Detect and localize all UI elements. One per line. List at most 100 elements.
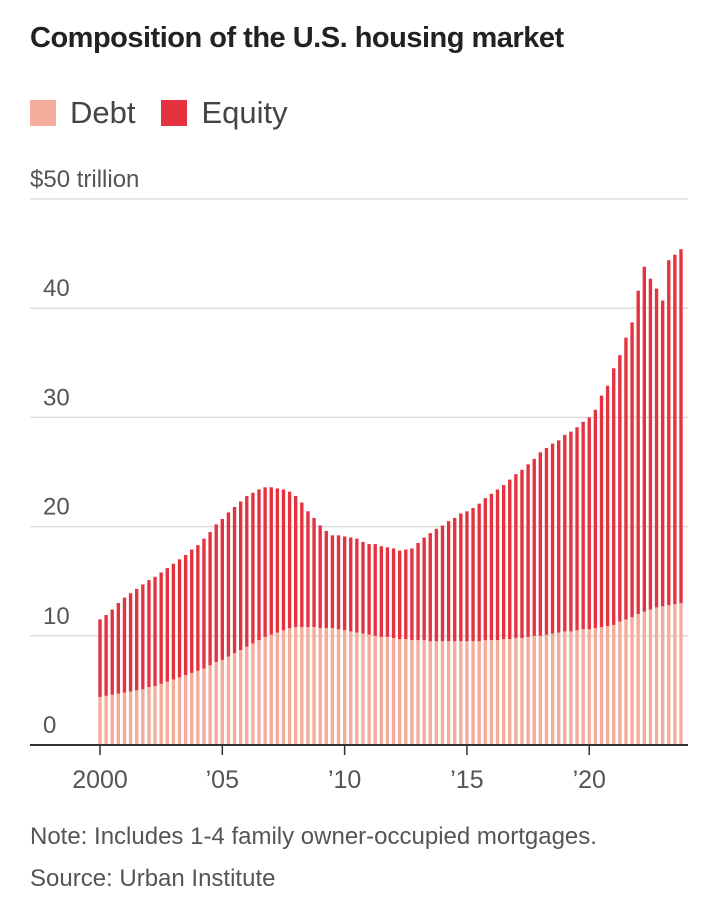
bar-debt bbox=[379, 636, 384, 745]
bar-debt bbox=[520, 637, 524, 745]
bar-equity bbox=[220, 518, 224, 660]
bar-debt bbox=[532, 635, 536, 745]
bar-debt bbox=[324, 628, 328, 745]
bar-debt bbox=[630, 617, 634, 745]
legend-swatch-debt bbox=[30, 100, 56, 126]
bar-equity bbox=[563, 434, 567, 632]
bar-debt bbox=[238, 649, 243, 745]
bar-equity bbox=[202, 538, 206, 669]
bar-debt bbox=[440, 641, 445, 745]
bar-equity bbox=[489, 493, 494, 641]
bar-debt bbox=[251, 643, 255, 745]
bar-equity bbox=[679, 249, 683, 604]
bar-equity bbox=[190, 549, 194, 673]
bar-equity bbox=[624, 337, 628, 620]
chart-title: Composition of the U.S. housing market bbox=[30, 22, 564, 54]
bar-debt bbox=[501, 639, 506, 745]
bar-debt bbox=[190, 672, 194, 745]
bar-equity bbox=[122, 597, 127, 693]
bar-debt bbox=[416, 640, 420, 745]
bar-debt bbox=[385, 636, 390, 745]
bar-debt bbox=[183, 675, 188, 745]
bar-equity bbox=[104, 615, 108, 696]
bar-equity bbox=[605, 385, 610, 626]
bar-debt bbox=[300, 627, 304, 745]
bar-equity bbox=[281, 489, 286, 631]
bar-debt bbox=[422, 640, 426, 745]
bar-debt bbox=[171, 679, 176, 745]
bar-equity bbox=[306, 511, 310, 628]
bar-debt bbox=[245, 646, 249, 745]
chart-source: Source: Urban Institute bbox=[30, 865, 276, 892]
bar-equity bbox=[196, 545, 200, 671]
bar-equity bbox=[544, 447, 549, 635]
x-tick-label: 2000 bbox=[72, 766, 128, 794]
bar-equity bbox=[355, 538, 359, 633]
bar-equity bbox=[98, 619, 102, 697]
bar-equity bbox=[410, 548, 414, 641]
bar-equity bbox=[428, 533, 432, 642]
bar-equity bbox=[465, 511, 469, 642]
bar-debt bbox=[679, 603, 683, 745]
bar-equity bbox=[373, 544, 377, 636]
bar-equity bbox=[667, 260, 671, 606]
bar-debt bbox=[220, 659, 224, 745]
bar-equity bbox=[165, 568, 169, 682]
bar-equity bbox=[483, 498, 487, 641]
bar-debt bbox=[489, 640, 494, 745]
x-tick-label: ’15 bbox=[450, 766, 483, 794]
bar-debt bbox=[391, 637, 396, 745]
bar-equity bbox=[526, 464, 530, 637]
legend-swatch-equity bbox=[161, 100, 188, 126]
bar-debt bbox=[446, 641, 451, 745]
bar-equity bbox=[575, 427, 579, 631]
bar-debt bbox=[459, 641, 463, 745]
bar-equity bbox=[275, 488, 280, 633]
bar-debt bbox=[404, 639, 408, 745]
bar-equity bbox=[300, 502, 304, 628]
bar-equity bbox=[612, 368, 616, 625]
bar-equity bbox=[508, 479, 512, 640]
bar-debt bbox=[269, 634, 273, 745]
bar-debt bbox=[618, 621, 622, 745]
bar-debt bbox=[294, 627, 298, 745]
bar-debt bbox=[397, 639, 402, 745]
bar-equity bbox=[116, 603, 121, 694]
bar-debt bbox=[508, 639, 512, 745]
bar-equity bbox=[135, 588, 139, 691]
bar-equity bbox=[581, 421, 585, 630]
bar-equity bbox=[214, 524, 218, 663]
legend: Debt Equity bbox=[30, 95, 314, 131]
bar-equity bbox=[446, 521, 451, 642]
y-tick-label: $50 trillion bbox=[30, 166, 139, 193]
bar-debt bbox=[342, 630, 347, 745]
bar-equity bbox=[171, 563, 176, 680]
chart-note: Note: Includes 1-4 family owner-occupied… bbox=[30, 823, 597, 850]
bar-equity bbox=[379, 546, 384, 637]
bar-equity bbox=[520, 469, 524, 638]
bar-equity bbox=[471, 508, 475, 642]
bar-debt bbox=[624, 619, 628, 745]
bar-equity bbox=[342, 536, 347, 631]
bar-equity bbox=[514, 474, 518, 638]
bar-debt bbox=[355, 632, 359, 745]
bar-debt bbox=[483, 640, 487, 745]
bar-equity bbox=[630, 322, 634, 618]
bar-debt bbox=[110, 694, 114, 745]
bar-equity bbox=[532, 458, 536, 636]
bar-debt bbox=[538, 635, 543, 745]
bar-debt bbox=[349, 631, 353, 745]
y-tick-label: 40 bbox=[43, 275, 70, 302]
bar-debt bbox=[667, 605, 671, 745]
bar-debt bbox=[208, 665, 212, 745]
bar-equity bbox=[495, 489, 500, 641]
bar-equity bbox=[654, 288, 659, 608]
bar-debt bbox=[214, 662, 218, 745]
bar-debt bbox=[544, 634, 549, 745]
bar-debt bbox=[660, 606, 665, 745]
bar-debt bbox=[153, 686, 157, 745]
bar-equity bbox=[238, 501, 243, 650]
bar-debt bbox=[465, 641, 469, 745]
bar-debt bbox=[605, 625, 610, 745]
bar-equity bbox=[269, 487, 273, 635]
